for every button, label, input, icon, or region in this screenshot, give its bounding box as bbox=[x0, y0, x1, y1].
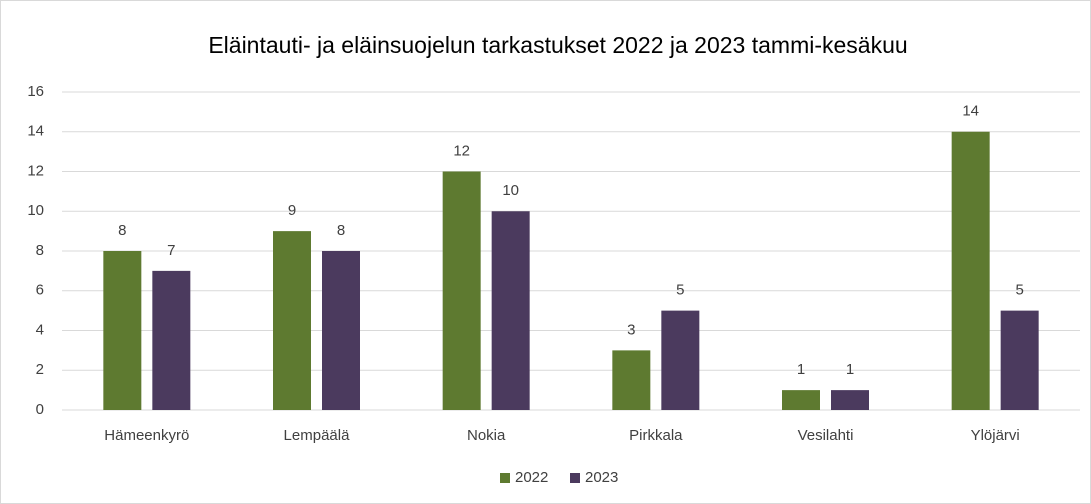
bar bbox=[491, 211, 530, 410]
legend-swatch bbox=[500, 473, 510, 483]
chart-title: Eläintauti- ja eläinsuojelun tarkastukse… bbox=[208, 32, 907, 58]
data-label: 9 bbox=[288, 202, 296, 219]
bar bbox=[442, 171, 481, 410]
bar bbox=[951, 131, 990, 410]
data-label: 8 bbox=[118, 222, 126, 239]
data-label: 8 bbox=[337, 222, 345, 239]
x-tick-label: Pirkkala bbox=[629, 427, 683, 444]
data-label: 5 bbox=[676, 282, 684, 299]
data-label: 10 bbox=[502, 182, 519, 199]
legend-label: 2023 bbox=[585, 469, 618, 486]
y-tick-label: 6 bbox=[36, 282, 44, 299]
data-label: 3 bbox=[627, 321, 635, 338]
legend-swatch bbox=[570, 473, 580, 483]
y-tick-label: 0 bbox=[36, 401, 44, 418]
y-tick-label: 14 bbox=[27, 123, 44, 140]
legend-label: 2022 bbox=[515, 469, 548, 486]
bar bbox=[103, 251, 142, 410]
data-label: 12 bbox=[453, 142, 470, 159]
bar bbox=[612, 350, 651, 410]
data-label: 1 bbox=[846, 361, 854, 378]
bar bbox=[1000, 310, 1039, 410]
data-label: 7 bbox=[167, 242, 175, 259]
y-tick-label: 2 bbox=[36, 361, 44, 378]
bar bbox=[273, 231, 311, 410]
x-tick-label: Hämeenkyrö bbox=[104, 427, 189, 444]
x-tick-label: Vesilahti bbox=[798, 427, 854, 444]
bar bbox=[831, 390, 869, 410]
y-tick-label: 10 bbox=[27, 202, 44, 219]
x-tick-label: Nokia bbox=[467, 427, 506, 444]
data-label: 14 bbox=[962, 103, 979, 120]
data-label: 1 bbox=[797, 361, 805, 378]
y-tick-label: 16 bbox=[27, 83, 44, 100]
y-tick-label: 4 bbox=[36, 321, 44, 338]
y-tick-label: 12 bbox=[27, 162, 44, 179]
bar bbox=[782, 390, 820, 410]
data-label: 5 bbox=[1015, 282, 1023, 299]
x-tick-label: Ylöjärvi bbox=[971, 427, 1020, 444]
bar bbox=[661, 310, 700, 410]
bar bbox=[152, 270, 191, 410]
y-tick-label: 8 bbox=[36, 242, 44, 259]
bar bbox=[322, 251, 360, 410]
x-tick-label: Lempäälä bbox=[284, 427, 351, 444]
